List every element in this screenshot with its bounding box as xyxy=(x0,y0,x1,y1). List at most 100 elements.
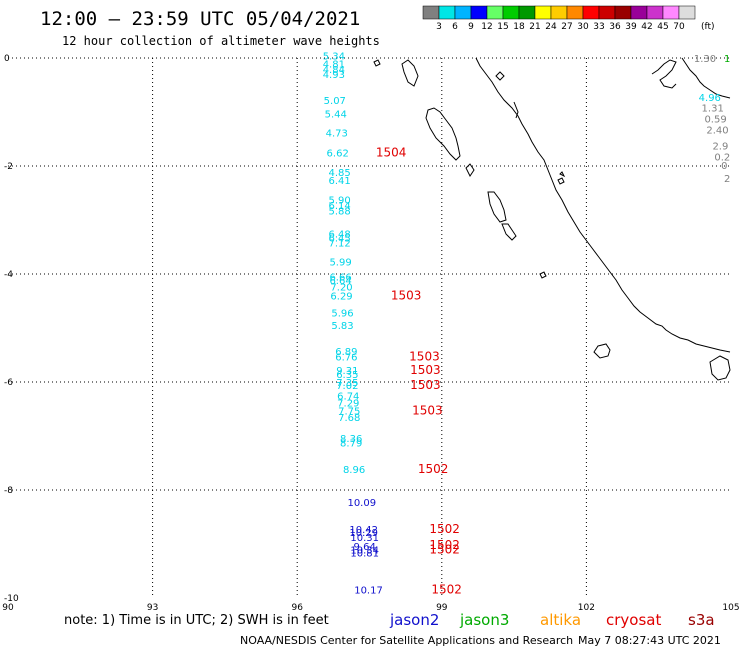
legend-swatch xyxy=(422,5,440,20)
pass-time-label: 1502 xyxy=(431,582,462,596)
swh-value-label: 5.34 xyxy=(323,51,345,62)
swh-value-label: 6.45 xyxy=(328,233,350,244)
swh-value-label: 10.42 xyxy=(349,525,378,536)
swh-color-legend: 3 6 9 12 15 18 21 24 27 30 33 36 39 42 45 70 (ft) xyxy=(422,5,715,32)
legend-swatch xyxy=(598,5,616,20)
legend-swatch xyxy=(646,5,664,20)
legend-tick-label: 15 xyxy=(497,22,508,32)
swh-value-label: 5.83 xyxy=(331,321,353,332)
longitude-tick-label: 93 xyxy=(147,603,158,613)
swh-value-label: 6.48 xyxy=(328,230,350,241)
swh-value-label: 10.09 xyxy=(347,498,376,509)
swh-value-label: 6.29 xyxy=(330,292,352,303)
legend-swatch xyxy=(438,5,456,20)
legend-tick-label: 12 xyxy=(481,22,492,32)
sumatra-river-mark xyxy=(513,101,519,119)
swh-value-label: 7.02 xyxy=(336,381,358,392)
edge-swh-value-label: 1.30 xyxy=(694,54,716,65)
swh-value-label: 4.93 xyxy=(323,70,345,81)
generation-timestamp: May 7 08:27:43 UTC 2021 xyxy=(578,634,721,647)
pass-time-label: 1503 xyxy=(412,404,443,418)
swh-value-label: 5.07 xyxy=(324,96,346,107)
lat-lon-grid xyxy=(8,57,731,598)
legend-tick-label: 9 xyxy=(468,22,474,32)
satellite-legend: jason2 jason3 altika cryosat s3a xyxy=(389,611,715,629)
legend-tick-label: 18 xyxy=(513,22,525,32)
map-background xyxy=(8,58,731,598)
legend-swatch xyxy=(614,5,632,20)
peninsula-coastline xyxy=(651,57,731,99)
legend-swatch xyxy=(582,5,600,20)
edge-swh-value-label: 2.9 xyxy=(712,141,728,152)
small-islet xyxy=(465,163,475,177)
legend-tick-label: 24 xyxy=(545,22,557,32)
latitude-tick-label: -6 xyxy=(4,378,13,388)
latitude-tick-label: -8 xyxy=(4,486,13,496)
small-islet xyxy=(557,177,565,185)
swh-value-label: 5.88 xyxy=(328,206,350,217)
longitude-tick-label: 99 xyxy=(436,603,448,613)
swh-value-label: 5.90 xyxy=(328,195,350,206)
legend-tick-label: 3 xyxy=(436,22,442,32)
legend-tick-label: 39 xyxy=(625,22,637,32)
legend-unit: (ft) xyxy=(701,22,715,32)
latitude-tick-label: -10 xyxy=(4,594,19,604)
satellite-name-cryosat: cryosat xyxy=(606,611,661,629)
edge-swh-value-label: 0.59 xyxy=(704,114,726,125)
satellite-name-altika: altika xyxy=(540,611,581,629)
swh-value-label: 6.74 xyxy=(337,392,359,403)
satellite-name-s3a: s3a xyxy=(688,611,715,629)
swh-value-label: 6.62 xyxy=(327,149,349,160)
small-islet xyxy=(401,59,419,87)
legend-swatch xyxy=(566,5,584,20)
longitude-tick-label: 96 xyxy=(291,603,303,613)
latitude-tick-label: 0 xyxy=(4,54,10,64)
swh-value-label: 8.96 xyxy=(343,465,365,476)
latitude-tick-label: -2 xyxy=(4,162,13,172)
edge-track-values: 1.30 1 4.961.310.592.40 2.90.20 2 xyxy=(694,54,730,185)
swh-value-label: 10.29 xyxy=(349,528,378,539)
swh-value-label: 4.81 xyxy=(323,59,345,70)
swh-value-label: 7.68 xyxy=(338,413,360,424)
small-islet xyxy=(539,271,547,279)
legend-swatch xyxy=(486,5,504,20)
swh-value-label: 8.36 xyxy=(340,434,362,445)
pass-time-label: 1502 xyxy=(429,542,460,556)
swh-value-label: 6.35 xyxy=(336,370,358,381)
pass-time-label: 1502 xyxy=(429,538,460,552)
swh-value-label: 6.14 xyxy=(328,201,350,212)
legend-swatch xyxy=(470,5,488,20)
longitude-tick-label: 105 xyxy=(722,603,739,613)
legend-swatch xyxy=(630,5,648,20)
latitude-tick-label: -4 xyxy=(4,270,13,280)
edge-swh-value-label: 2 xyxy=(724,174,730,185)
edge-swh-value-label: 1.31 xyxy=(702,104,724,115)
swh-value-label: 6.76 xyxy=(335,353,357,364)
legend-swatch xyxy=(518,5,536,20)
page-title: 12:00 – 23:59 UTC 05/04/2021 xyxy=(40,8,360,30)
small-islet xyxy=(373,59,381,67)
legend-swatch xyxy=(534,5,552,20)
swh-value-label: 6.66 xyxy=(329,273,351,284)
pass-time-label: 1503 xyxy=(410,378,441,392)
small-islet xyxy=(559,171,566,178)
pass-time-label: 1503 xyxy=(410,363,441,377)
swh-value-label: 7.35 xyxy=(336,378,358,389)
legend-tick-label: 45 xyxy=(657,22,668,32)
swh-value-label: 10.81 xyxy=(350,549,379,560)
pass-time-label: 1504 xyxy=(376,146,407,160)
track-hour-labels: 1504150315031503150315031502150215021502… xyxy=(376,146,462,597)
legend-swatch xyxy=(550,5,568,20)
legend-tick-label: 33 xyxy=(593,22,604,32)
edge-swh-value-label: 2.40 xyxy=(706,125,728,136)
swh-value-label: 7.75 xyxy=(338,407,360,418)
swh-value-label: 6.89 xyxy=(335,347,357,358)
units-note: note: 1) Time is in UTC; 2) SWH is in fe… xyxy=(64,613,329,628)
swh-value-label: 6.41 xyxy=(328,176,350,187)
swh-value-label: 10.34 xyxy=(350,545,379,556)
swh-value-label: 7.20 xyxy=(330,282,352,293)
pass-time-label: 1502 xyxy=(418,462,449,476)
